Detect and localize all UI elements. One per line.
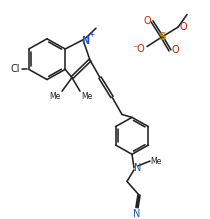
Text: Me: Me [150,157,162,166]
Text: O: O [171,46,179,55]
Text: Me: Me [49,92,61,101]
Text: +: + [88,30,94,39]
Text: N: N [133,209,141,219]
Text: O: O [143,16,151,26]
Text: ⁻O: ⁻O [133,44,145,53]
Text: O: O [179,22,187,32]
Text: S: S [158,32,166,42]
Text: N: N [134,163,142,173]
Text: Me: Me [81,92,93,101]
Text: N: N [81,36,89,46]
Text: Cl: Cl [10,64,20,74]
